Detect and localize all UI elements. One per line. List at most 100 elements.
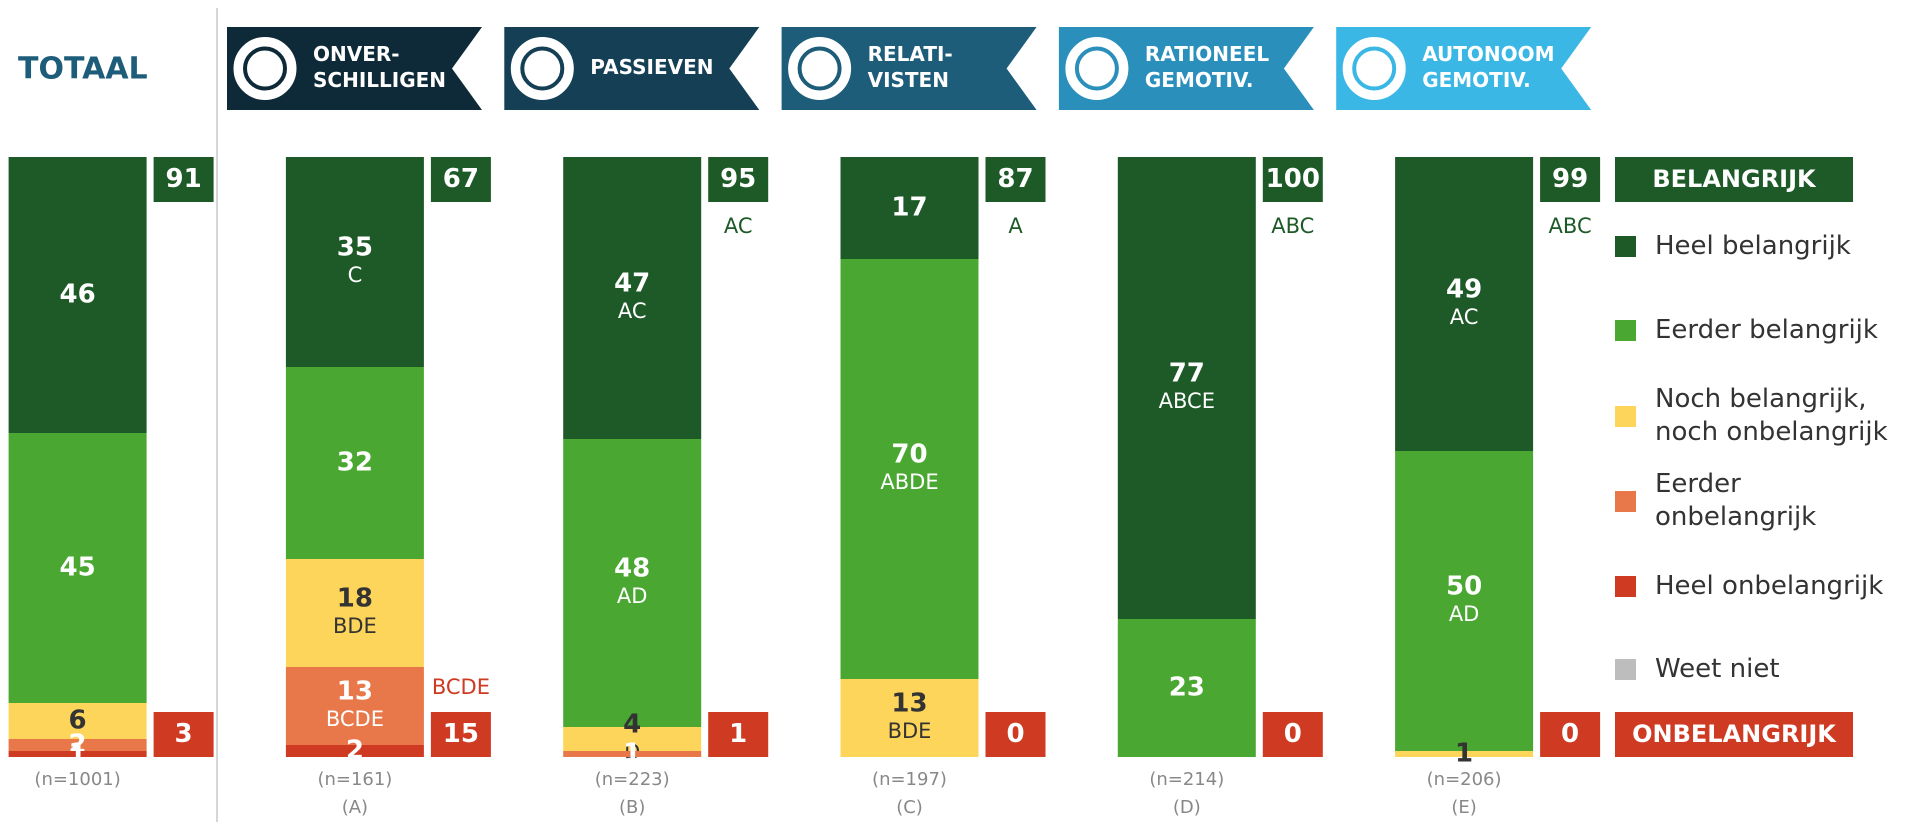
bar-segment <box>8 703 147 739</box>
bar-segment <box>840 259 979 679</box>
total-box <box>1540 157 1601 202</box>
total-box <box>708 157 769 202</box>
header-label: RATIONEEL <box>1145 42 1269 66</box>
header-icon-inner <box>797 46 842 91</box>
header-label: SCHILLIGEN <box>313 68 446 92</box>
bar-segment <box>8 739 147 751</box>
bar-segment <box>1395 451 1534 751</box>
sig-label: AD <box>1449 602 1480 626</box>
legend-header <box>1615 157 1853 202</box>
legend-item: Noch belangrijk, noch onbelangrijk <box>1615 383 1910 449</box>
total-box <box>430 157 491 202</box>
total-box <box>708 712 769 757</box>
data-label: 1 <box>69 739 87 769</box>
n-label: (n=206) <box>1427 769 1502 790</box>
total-label: 3 <box>175 719 193 749</box>
bar-segment <box>563 727 702 751</box>
sig-label: BDE <box>888 719 932 743</box>
header-icon-inner <box>1074 46 1119 91</box>
header-icon <box>1062 34 1132 103</box>
legend-label: Weet niet <box>1655 653 1780 684</box>
bar-segment <box>1395 157 1534 451</box>
bar-segment <box>840 679 979 757</box>
n-label: (n=197) <box>872 769 947 790</box>
data-label: 46 <box>60 280 96 310</box>
data-label: 35 <box>337 233 373 263</box>
bar-segment <box>1117 157 1256 619</box>
sig-label: AC <box>1450 305 1479 329</box>
legend-swatch <box>1615 490 1636 512</box>
total-label: 87 <box>997 164 1033 194</box>
header-label: PASSIEVEN <box>590 55 713 79</box>
group-letter: (D) <box>1173 797 1201 818</box>
group-letter: (E) <box>1451 797 1476 818</box>
header-icon-inner <box>1352 46 1397 91</box>
legend-header <box>1615 712 1853 757</box>
bar-segment <box>285 157 424 367</box>
group-letter: (A) <box>342 797 368 818</box>
sig-label: BCDE <box>326 707 384 731</box>
bar-segment <box>840 157 979 259</box>
header-label: ONVER- <box>313 42 400 66</box>
legend-swatch <box>1615 235 1636 257</box>
bar-segment <box>8 157 147 433</box>
total-label: 15 <box>443 719 479 749</box>
data-label: 17 <box>891 193 927 223</box>
legend-swatch <box>1615 658 1636 680</box>
data-label: 77 <box>1169 359 1205 389</box>
group-letter: (B) <box>619 797 645 818</box>
data-label: 6 <box>69 706 87 736</box>
sig-label: ABDE <box>880 470 938 494</box>
total-label: 0 <box>1284 719 1302 749</box>
header-label: GEMOTIV. <box>1422 68 1531 92</box>
data-label: 50 <box>1446 572 1482 602</box>
data-label: 49 <box>1446 275 1482 305</box>
legend-header-label: ONBELANGRIJK <box>1632 720 1837 748</box>
total-label: 99 <box>1552 164 1588 194</box>
data-label: 4 <box>623 710 641 740</box>
chart-title: TOTAAL <box>18 52 148 87</box>
header-icon <box>230 34 300 103</box>
n-label: (n=161) <box>317 769 392 790</box>
bar-segment <box>8 433 147 703</box>
bar-segment <box>285 367 424 559</box>
header-icon-inner <box>520 46 565 91</box>
total-label: 67 <box>443 164 479 194</box>
data-label: 45 <box>60 553 96 583</box>
total-sig: A <box>1008 214 1023 238</box>
total-box <box>153 712 214 757</box>
data-label: 1 <box>1455 739 1473 769</box>
legend-header-label: BELANGRIJK <box>1652 165 1817 193</box>
legend-item: Eerder onbelangrijk <box>1615 468 1910 534</box>
legend-item: Eerder belangrijk <box>1615 297 1910 363</box>
total-box <box>1262 157 1323 202</box>
bar-segment <box>285 667 424 745</box>
bar-segment <box>8 751 147 757</box>
bar-segment <box>1117 619 1256 757</box>
total-label: 1 <box>729 719 747 749</box>
total-box <box>985 712 1046 757</box>
total-label: 100 <box>1266 164 1320 194</box>
bar-segment <box>285 745 424 757</box>
sig-label: ABCE <box>1159 389 1215 413</box>
bar-segment <box>285 559 424 667</box>
legend-item: Weet niet <box>1615 636 1910 702</box>
total-sig: ABC <box>1549 214 1592 238</box>
sig-label: AD <box>617 584 648 608</box>
total-box <box>430 712 491 757</box>
total-sig: AC <box>724 214 753 238</box>
total-box <box>153 157 214 202</box>
data-label: 70 <box>891 440 927 470</box>
data-label: 48 <box>614 554 650 584</box>
data-label: 32 <box>337 448 373 478</box>
header-icon <box>507 34 577 103</box>
data-label: 18 <box>337 584 373 614</box>
data-label: 1 <box>623 739 641 769</box>
total-sig: BCDE <box>432 675 490 699</box>
total-box <box>1262 712 1323 757</box>
sig-label: BDE <box>333 614 377 638</box>
bar-segment <box>1395 751 1534 757</box>
n-label: (n=223) <box>595 769 670 790</box>
